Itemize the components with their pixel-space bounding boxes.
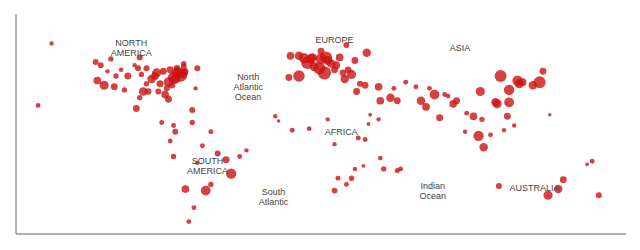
svg-text:SouthAtlantic: SouthAtlantic: [259, 187, 289, 207]
svg-text:IndianOcean: IndianOcean: [420, 181, 447, 201]
svg-text:AFRICA: AFRICA: [325, 127, 358, 137]
svg-text:NORTHAMERICA: NORTHAMERICA: [111, 38, 152, 58]
svg-text:ASIA: ASIA: [450, 43, 471, 53]
svg-text:AUSTRALIA: AUSTRALIA: [509, 183, 559, 193]
svg-text:NorthAtlanticOcean: NorthAtlanticOcean: [233, 72, 263, 102]
svg-text:EUROPE: EUROPE: [316, 35, 354, 45]
svg-text:SOUTHAMERICA: SOUTHAMERICA: [187, 156, 228, 176]
